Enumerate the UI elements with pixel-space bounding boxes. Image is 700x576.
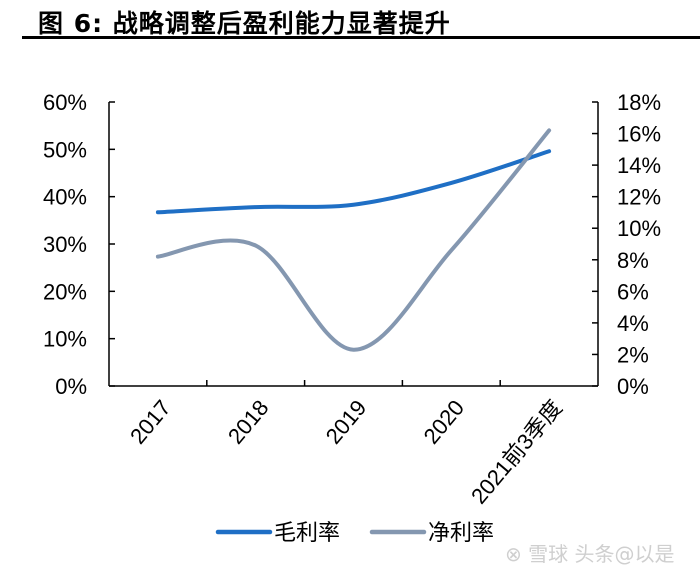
left-tick-label: 30% — [43, 232, 87, 257]
series-line-2 — [155, 128, 552, 352]
title-divider — [22, 36, 700, 39]
right-tick-label: 2% — [617, 342, 649, 367]
right-tick-label: 12% — [617, 185, 661, 210]
right-tick-label: 16% — [617, 122, 661, 147]
left-tick-label: 20% — [43, 279, 87, 304]
x-tick-label: 2019 — [321, 395, 372, 449]
right-tick-label: 6% — [617, 279, 649, 304]
series-line-1 — [155, 149, 552, 215]
left-tick-label: 50% — [43, 137, 87, 162]
right-tick-label: 4% — [617, 311, 649, 336]
right-tick-label: 10% — [617, 216, 661, 241]
left-tick-label: 10% — [43, 327, 87, 352]
x-tick-label: 2021前3季度 — [466, 395, 567, 509]
right-tick-label: 18% — [617, 90, 661, 115]
right-tick-label: 0% — [617, 374, 649, 399]
chart-title: 图 6: 战略调整后盈利能力显著提升 — [38, 9, 451, 38]
left-tick-label: 0% — [55, 374, 87, 399]
left-tick-label: 60% — [43, 90, 87, 115]
x-tick-label: 2020 — [419, 395, 470, 449]
x-tick-label: 2017 — [125, 395, 176, 449]
right-tick-label: 8% — [617, 248, 649, 273]
legend-label: 毛利率 — [274, 521, 340, 546]
right-tick-label: 14% — [617, 153, 661, 178]
watermark: ⊗ 雪球 头条@以是 — [505, 542, 675, 566]
legend-label: 净利率 — [428, 521, 494, 546]
left-tick-label: 40% — [43, 185, 87, 210]
x-tick-label: 2018 — [223, 395, 274, 449]
